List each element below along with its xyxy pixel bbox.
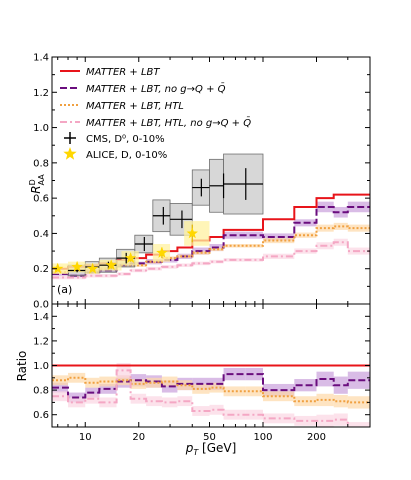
error-band-3	[209, 404, 224, 415]
error-band-1	[223, 367, 246, 381]
error-band-3	[52, 391, 69, 402]
error-band-3	[262, 253, 295, 260]
y-tick-label: 1.4	[33, 312, 49, 323]
error-band-3	[294, 415, 317, 426]
error-band-3	[68, 275, 86, 280]
error-band-3	[333, 238, 348, 246]
series-line-3	[52, 241, 370, 279]
y-tick-label: 1.4	[33, 53, 49, 64]
bottom-panel: 0.6 0.8 1.0 1.2 1.4 10 20 50 100 200 Ratio pT [GeV]	[15, 303, 371, 457]
plot-area	[52, 363, 370, 427]
y-tick-label: 0.8	[33, 386, 49, 397]
x-axis-label-unit: [GeV]	[198, 441, 236, 455]
legend-label-alice: ALICE, D, 0-10%	[86, 150, 167, 161]
x-tick-label: 200	[307, 432, 326, 443]
error-band-2	[262, 237, 295, 244]
error-band-3	[161, 265, 178, 269]
alice-star	[124, 252, 137, 263]
x-tick-label: 50	[203, 432, 216, 443]
error-band-3	[316, 414, 334, 427]
y-tick-label: 1.0	[33, 361, 49, 372]
y-tick-label: 0.2	[33, 264, 49, 275]
x-axis-label: pT [GeV]	[185, 441, 237, 457]
legend-label-cms: CMS, D⁰, 0-10%	[86, 134, 165, 145]
error-band-2	[85, 377, 100, 388]
y-tick-label: 1.0	[33, 123, 49, 134]
y-axis-label: RDAA	[28, 174, 46, 194]
error-band-3	[99, 274, 117, 278]
legend: MATTER + LBT MATTER + LBT, no g→Q + Q̄ MAT…	[60, 67, 251, 161]
error-band-3	[262, 413, 295, 424]
error-band-3	[192, 406, 210, 416]
error-band-2	[245, 386, 263, 397]
alice-star	[52, 262, 64, 274]
error-band-3	[192, 261, 210, 266]
error-band-1	[333, 206, 348, 218]
error-band-2	[209, 247, 224, 252]
legend-alice-star	[63, 147, 77, 160]
alice-star	[186, 227, 198, 239]
y-axis-label-main: R	[29, 185, 43, 193]
y-tick-label: 1.2	[33, 88, 49, 99]
x-tick-label: 20	[132, 432, 145, 443]
error-band-3	[347, 422, 370, 427]
y-tick-label: 0.0	[33, 300, 49, 311]
error-band-3	[146, 396, 162, 407]
error-band-2	[294, 232, 317, 238]
x-tick-label: 100	[253, 432, 272, 443]
legend-label-0: MATTER + LBT	[86, 67, 160, 78]
error-band-2	[68, 372, 86, 383]
x-axis-label-main: p	[185, 441, 194, 455]
error-band-2	[130, 379, 147, 389]
ratio-axis-label: Ratio	[15, 351, 29, 382]
alice-star	[156, 246, 168, 258]
legend-label-2: MATTER + LBT, HTL	[86, 101, 184, 112]
error-band-3	[223, 409, 246, 420]
error-band-3	[52, 275, 69, 280]
error-band-2	[333, 222, 348, 230]
y-tick-label: 0.6	[33, 194, 49, 205]
error-band-1	[294, 379, 317, 392]
error-band-3	[99, 397, 117, 408]
panel-label: (a)	[57, 283, 72, 296]
plot-area	[52, 153, 370, 280]
alice-star	[86, 262, 99, 274]
x-axis-label-sub: T	[193, 448, 199, 457]
error-band-1	[245, 367, 263, 381]
y-tick-label: 0.4	[33, 229, 49, 240]
series-line-1	[52, 373, 370, 399]
error-band-3	[116, 363, 131, 378]
error-band-1	[333, 376, 348, 394]
y-axis-label-sup: D	[28, 179, 37, 185]
error-band-1	[316, 201, 334, 213]
error-band-3	[245, 258, 263, 262]
sys-box-alice	[184, 221, 210, 246]
error-band-1	[52, 382, 69, 393]
series-line-3	[52, 369, 349, 427]
legend-label-1: MATTER + LBT, no g→Q + Q̄	[86, 82, 226, 95]
alice-star	[105, 259, 117, 270]
y-axis-label-sub: AA	[37, 174, 46, 186]
y-tick-label: 1.2	[33, 336, 49, 347]
alice-star	[71, 260, 83, 272]
error-band-2	[347, 224, 370, 232]
error-band-2	[223, 386, 246, 397]
y-tick-label: 0.8	[33, 158, 49, 169]
top-panel: 0.0 0.2 0.4 0.6 0.8 1.0 1.2 1.4 (a) RDAA MATTER + …	[28, 53, 371, 311]
error-band-2	[294, 396, 317, 407]
x-tick-label: 10	[79, 432, 92, 443]
legend-label-3: MATTER + LBT, HTL, no g→Q + Q̄	[86, 116, 251, 129]
error-band-3	[294, 248, 317, 254]
error-band-2	[262, 391, 295, 402]
y-tick-label: 0.6	[33, 410, 49, 421]
